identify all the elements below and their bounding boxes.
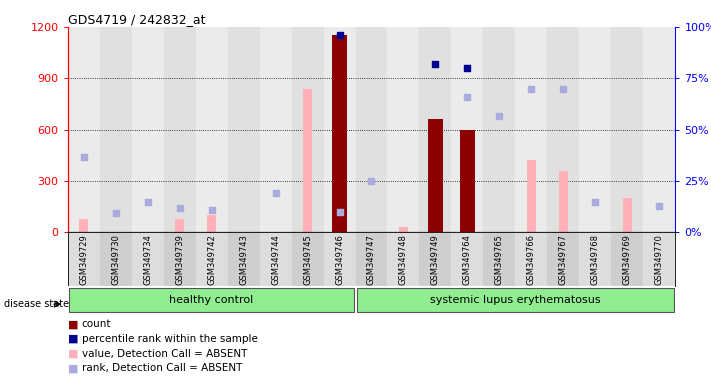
Text: GSM349764: GSM349764 (463, 234, 472, 285)
Point (365, 178, 377, 184)
Bar (303, 88, 312, 232)
Text: GDS4719 / 242832_at: GDS4719 / 242832_at (68, 13, 205, 26)
Point (525, 85, 538, 91)
Bar (527, 161, 536, 232)
Text: GSM349746: GSM349746 (335, 234, 344, 285)
Bar (623, 198, 632, 232)
Text: ■: ■ (68, 363, 78, 373)
Bar (79, 218, 88, 232)
Bar (643, 27, 675, 232)
Bar (100, 232, 132, 286)
Text: GSM349742: GSM349742 (207, 234, 216, 285)
Text: count: count (82, 319, 111, 329)
Text: GSM349743: GSM349743 (239, 234, 248, 285)
Point (78, 154, 90, 160)
Text: GSM349745: GSM349745 (303, 234, 312, 285)
Text: rank, Detection Call = ABSENT: rank, Detection Call = ABSENT (82, 363, 242, 373)
Text: GSM349766: GSM349766 (527, 234, 536, 285)
Text: GSM349734: GSM349734 (143, 234, 152, 285)
Point (462, 94, 474, 100)
Bar (292, 232, 324, 286)
Text: GSM349765: GSM349765 (495, 234, 504, 285)
Bar (451, 27, 483, 232)
Text: healthy control: healthy control (169, 295, 254, 305)
Bar (356, 232, 387, 286)
Bar (419, 232, 451, 286)
Bar (332, 35, 347, 232)
Bar (132, 232, 164, 286)
Text: GSM349767: GSM349767 (559, 234, 568, 285)
Bar (399, 227, 408, 232)
Text: ■: ■ (68, 349, 78, 359)
Point (654, 203, 665, 209)
Text: GSM349729: GSM349729 (79, 234, 88, 285)
Point (429, 61, 441, 67)
Text: GSM349769: GSM349769 (623, 234, 632, 285)
Text: GSM349739: GSM349739 (175, 234, 184, 285)
Bar (428, 119, 443, 232)
Bar (228, 27, 260, 232)
Bar (196, 232, 228, 286)
Bar (324, 27, 356, 232)
Bar (260, 27, 292, 232)
Bar (483, 232, 515, 286)
Bar (515, 232, 547, 286)
Text: GSM349730: GSM349730 (111, 234, 120, 285)
Text: systemic lupus erythematosus: systemic lupus erythematosus (430, 295, 601, 305)
Bar (559, 170, 568, 232)
Bar (292, 27, 324, 232)
Text: GSM349748: GSM349748 (399, 234, 408, 285)
Text: ■: ■ (68, 319, 78, 329)
Point (493, 113, 505, 119)
Bar (175, 218, 184, 232)
Point (334, 32, 346, 38)
Bar (547, 232, 579, 286)
Point (206, 207, 218, 213)
Bar (579, 232, 611, 286)
Bar (483, 27, 515, 232)
Text: GSM349747: GSM349747 (367, 234, 376, 285)
Bar (579, 27, 611, 232)
Point (173, 205, 185, 212)
Bar (260, 232, 292, 286)
Text: GSM349770: GSM349770 (655, 234, 664, 285)
Bar (419, 27, 451, 232)
Bar (207, 215, 216, 232)
Point (590, 199, 602, 205)
Bar (228, 232, 260, 286)
Bar (460, 129, 475, 232)
Bar (164, 27, 196, 232)
Text: GSM349768: GSM349768 (591, 234, 600, 285)
Bar (68, 27, 100, 232)
Text: value, Detection Call = ABSENT: value, Detection Call = ABSENT (82, 349, 247, 359)
Bar (324, 232, 356, 286)
Text: ■: ■ (68, 334, 78, 344)
Bar (451, 232, 483, 286)
Text: percentile rank within the sample: percentile rank within the sample (82, 334, 257, 344)
Point (109, 210, 121, 217)
Bar (643, 232, 675, 286)
Bar (387, 27, 419, 232)
Text: disease state: disease state (4, 299, 69, 309)
Point (141, 199, 154, 205)
Text: GSM349744: GSM349744 (271, 234, 280, 285)
Bar (196, 27, 228, 232)
Bar (547, 27, 579, 232)
Point (557, 85, 569, 91)
Bar (164, 232, 196, 286)
Bar (515, 27, 547, 232)
Bar (100, 27, 132, 232)
Bar (68, 232, 100, 286)
Point (462, 65, 474, 71)
Bar (611, 27, 643, 232)
Bar (69, 288, 354, 312)
Point (270, 190, 282, 196)
Bar (611, 232, 643, 286)
Bar (357, 288, 674, 312)
Bar (387, 232, 419, 286)
Bar (356, 27, 387, 232)
Text: GSM349749: GSM349749 (431, 234, 440, 285)
Point (334, 209, 346, 215)
Bar (132, 27, 164, 232)
